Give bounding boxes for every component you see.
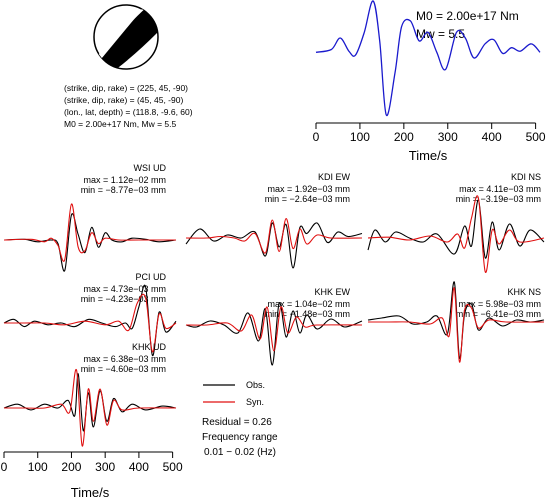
bottom-axis-tick-label: 300 [95,460,115,474]
frequency-range-value: 0.01 − 0.02 (Hz) [204,447,276,458]
synthetic-waveform [3,203,176,262]
synthetic-waveform [367,195,545,273]
stf-tick-label: 400 [482,130,502,144]
station-max-label: max = 1.04e−02 mm [267,299,350,309]
bottom-axis-tick-label: 200 [61,460,81,474]
synthetic-waveform [185,217,363,254]
synthetic-waveform [185,306,363,352]
station-min-label: min = −3.19e−03 mm [456,194,541,204]
stf-plot-area [315,0,541,116]
station-title: WSI UD [134,163,167,173]
legend-obs-label: Obs. [246,380,265,390]
stf-x-axis-label: Time/s [409,148,448,163]
station-min-label: min = −2.64e−03 mm [265,194,350,204]
beachball-nodal-gap [94,5,150,64]
observed-waveform [367,199,545,259]
observed-waveform [3,213,177,272]
mechanism-line: (strike, dip, rake) = (225, 45, -90) [64,83,188,93]
station-max-label: max = 6.38e−03 mm [83,354,166,364]
station-max-label: max = 1.92e−03 mm [267,184,350,194]
station-title: KHK NS [507,287,541,297]
focal-mechanism-beachball [93,4,159,70]
synthetic-waveform [4,369,177,447]
mechanism-line: (strike, dip, rake) = (45, 45, -90) [64,95,183,105]
bottom-axis-tick-label: 0 [1,460,8,474]
station-title: KDI EW [318,172,351,182]
station-min-label: min = −4.60e−03 mm [81,364,166,374]
bottom-axis-tick-label: 400 [129,460,149,474]
legend: Obs. Syn. Residual = 0.26 Frequency rang… [202,380,278,458]
observed-waveform [3,373,177,432]
station-min-label: min = −1.48e−03 mm [265,309,350,319]
waveform-x-axis-label: Time/s [71,485,110,500]
station-max-label: max = 1.12e−02 mm [83,175,166,185]
bottom-axis-tick-label: 100 [28,460,48,474]
stf-m0-label: M0 = 2.00e+17 Nm [416,9,519,23]
station-max-label: max = 4.73e−03 mm [83,284,166,294]
stf-tick-label: 200 [394,130,414,144]
waveform-x-axis: 0 100 200 300 400 500 [1,451,183,474]
bottom-axis-tick-label: 500 [163,460,183,474]
frequency-range-title: Frequency range [202,432,278,443]
observed-waveform [185,222,363,269]
station-title: PCI UD [135,272,166,282]
observed-waveform [185,302,363,366]
station-max-label: max = 5.98e−03 mm [458,299,541,309]
station-title: KHK EW [314,287,350,297]
source-time-function-panel: M0 = 2.00e+17 Nm Mw = 5.5 0 100 200 300 400 5… [313,0,546,163]
mechanism-text: (strike, dip, rake) = (225, 45, -90) (st… [64,83,193,129]
synthetic-waveform [368,287,545,363]
stf-x-axis: 0 100 200 300 400 500 [313,122,546,144]
residual-text: Residual = 0.26 [202,417,272,428]
legend-syn-label: Syn. [246,397,264,407]
stf-tick-label: 500 [526,130,546,144]
stf-tick-label: 300 [438,130,458,144]
station-min-label: min = −6.41e−03 mm [456,309,541,319]
stf-tick-label: 100 [350,130,370,144]
station-title: KHK UD [132,342,167,352]
mechanism-line: M0 = 2.00e+17 Nm, Mw = 5.5 [64,119,176,129]
synthetic-waveform [4,293,177,353]
station-title: KDI NS [511,172,541,182]
mechanism-line: (lon., lat, depth) = (118.8, -9.6, 60) [64,107,193,117]
station-max-label: max = 4.11e−03 mm [459,184,541,194]
stf-tick-label: 0 [313,130,320,144]
station-min-label: min = −4.23e−03 mm [81,294,166,304]
station-min-label: min = −8.77e−03 mm [81,185,166,195]
stf-series-line [315,0,541,116]
stf-mw-label: Mw = 5.5 [416,27,465,41]
observed-waveform [3,284,177,356]
